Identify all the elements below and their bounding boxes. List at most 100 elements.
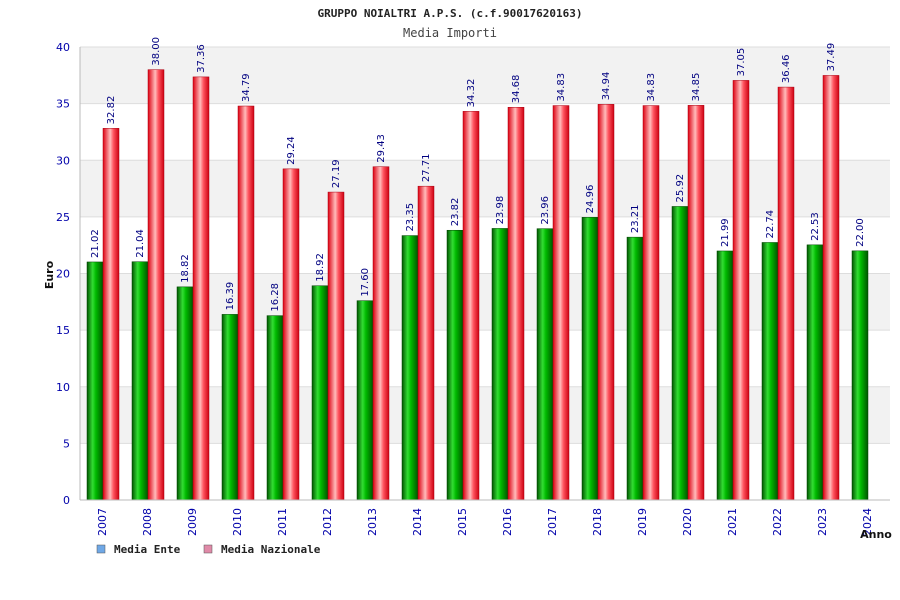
bar-media-nazionale-2018 xyxy=(597,104,615,501)
bar-media-ente-2012 xyxy=(311,285,329,501)
plot-band xyxy=(80,330,890,387)
bar-value-label: 16.28 xyxy=(270,283,281,312)
bar-value-label: 21.04 xyxy=(135,229,146,258)
x-tick-label: 2012 xyxy=(321,508,334,536)
chart-subtitle: Media Importi xyxy=(403,26,497,40)
y-tick-label: 5 xyxy=(63,437,70,450)
bar-value-label: 23.98 xyxy=(495,196,506,225)
bar-value-label: 17.60 xyxy=(360,268,371,297)
bar-media-ente-2010 xyxy=(221,314,239,501)
bar-value-label: 18.92 xyxy=(315,253,326,282)
bar-media-ente-2019 xyxy=(626,236,644,501)
legend-item-media-nazionale[interactable]: Media Nazionale xyxy=(203,543,321,556)
bar-media-ente-2014 xyxy=(401,235,419,501)
bar-media-ente-2017 xyxy=(536,228,554,501)
plot-band xyxy=(80,273,890,331)
legend-swatch-media-ente xyxy=(96,544,106,554)
y-tick-label: 15 xyxy=(56,324,70,337)
bar-value-label: 18.82 xyxy=(180,254,191,283)
x-tick-label: 2024 xyxy=(861,508,874,536)
bars: 21.02 32.82 21.04 38.00 18.82 37.36 16.39 34.79… xyxy=(86,37,869,501)
bar-media-ente-2008 xyxy=(131,261,149,501)
y-tick-label: 0 xyxy=(63,494,70,507)
x-axis-label: Anno xyxy=(860,528,892,541)
bar-value-label: 21.99 xyxy=(720,218,731,247)
x-tick-label: 2019 xyxy=(636,508,649,536)
plot-band xyxy=(80,443,890,500)
bar-value-label: 38.00 xyxy=(151,37,162,66)
plot-background xyxy=(80,47,890,500)
bar-value-label: 37.05 xyxy=(736,48,747,77)
x-tick-label: 2015 xyxy=(456,508,469,536)
bar-media-ente-2023 xyxy=(806,244,824,501)
bar-value-label: 34.32 xyxy=(466,79,477,108)
bar-media-nazionale-2022 xyxy=(777,86,795,501)
bar-media-nazionale-2020 xyxy=(687,105,705,501)
x-tick-label: 2022 xyxy=(771,508,784,536)
bar-value-label: 27.19 xyxy=(331,159,342,188)
bar-media-ente-2016 xyxy=(491,228,509,501)
bar-value-label: 34.85 xyxy=(691,73,702,102)
bar-value-label: 36.46 xyxy=(781,54,792,83)
bar-media-ente-2009 xyxy=(176,286,194,501)
legend: Media Ente Media Nazionale xyxy=(96,543,321,556)
bar-value-label: 34.79 xyxy=(241,73,252,102)
bar-media-nazionale-2017 xyxy=(552,105,570,501)
x-tick-label: 2017 xyxy=(546,508,559,536)
legend-item-media-ente[interactable]: Media Ente xyxy=(96,543,181,556)
bar-media-nazionale-2008 xyxy=(147,69,165,501)
legend-label-media-nazionale: Media Nazionale xyxy=(221,543,321,556)
bar-media-ente-2021 xyxy=(716,250,734,501)
bar-value-label: 23.35 xyxy=(405,203,416,232)
bar-media-ente-2024 xyxy=(851,250,869,501)
bar-media-ente-2013 xyxy=(356,300,374,501)
x-tick-label: 2021 xyxy=(726,508,739,536)
bar-value-label: 27.71 xyxy=(421,154,432,183)
plot-band xyxy=(80,386,890,444)
y-tick-label: 35 xyxy=(56,98,70,111)
bar-media-ente-2022 xyxy=(761,242,779,501)
x-tick-label: 2020 xyxy=(681,508,694,536)
plot-band xyxy=(80,103,890,161)
legend-swatch-media-nazionale xyxy=(203,544,213,554)
bar-media-nazionale-2014 xyxy=(417,185,435,501)
bar-media-nazionale-2010 xyxy=(237,105,255,501)
bar-value-label: 22.74 xyxy=(765,210,776,239)
bar-media-nazionale-2012 xyxy=(327,191,345,501)
bar-value-label: 34.83 xyxy=(646,73,657,102)
bar-media-nazionale-2019 xyxy=(642,105,660,501)
bar-value-label: 34.68 xyxy=(511,75,522,104)
y-axis-ticks: 0 5 10 15 20 25 30 35 40 xyxy=(56,41,70,507)
x-tick-label: 2016 xyxy=(501,508,514,536)
bar-media-nazionale-2021 xyxy=(732,80,750,501)
x-tick-label: 2011 xyxy=(276,508,289,536)
plot-band xyxy=(80,160,890,217)
bar-media-ente-2007 xyxy=(86,261,104,501)
bar-value-label: 24.96 xyxy=(585,185,596,214)
plot-band xyxy=(80,47,890,104)
bar-value-label: 34.94 xyxy=(601,72,612,101)
y-tick-label: 30 xyxy=(56,154,70,167)
bar-value-label: 34.83 xyxy=(556,73,567,102)
bar-value-label: 37.36 xyxy=(196,44,207,73)
bar-value-label: 37.49 xyxy=(826,43,837,72)
bar-value-label: 25.92 xyxy=(675,174,686,203)
legend-label-media-ente: Media Ente xyxy=(114,543,181,556)
y-tick-label: 20 xyxy=(56,268,70,281)
bar-value-label: 16.39 xyxy=(225,282,236,311)
x-tick-label: 2023 xyxy=(816,508,829,536)
bar-value-label: 23.96 xyxy=(540,196,551,225)
y-tick-label: 25 xyxy=(56,211,70,224)
x-tick-label: 2008 xyxy=(141,508,154,536)
plot-band xyxy=(80,216,890,274)
y-axis-label: Euro xyxy=(43,260,56,289)
bar-value-label: 22.00 xyxy=(855,218,866,247)
y-tick-label: 10 xyxy=(56,381,70,394)
bar-media-ente-2020 xyxy=(671,206,689,501)
bar-value-label: 29.24 xyxy=(286,136,297,165)
bar-media-nazionale-2007 xyxy=(102,128,120,501)
x-tick-label: 2014 xyxy=(411,508,424,536)
bar-media-nazionale-2009 xyxy=(192,76,210,501)
bar-value-label: 32.82 xyxy=(106,96,117,125)
